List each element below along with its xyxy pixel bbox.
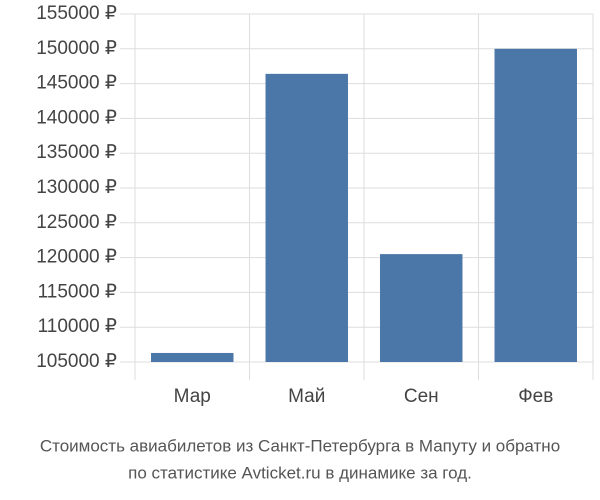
y-tick-label: 125000 ₽: [36, 212, 117, 233]
y-tick-label: 105000 ₽: [36, 351, 117, 372]
y-tick-label: 135000 ₽: [36, 142, 117, 163]
bar: [380, 254, 463, 362]
bar: [151, 352, 234, 362]
y-tick-label: 110000 ₽: [38, 316, 117, 337]
bar: [494, 48, 577, 363]
x-tick-label: Май: [288, 386, 325, 407]
y-tick-label: 155000 ₽: [36, 3, 117, 24]
y-tick-label: 120000 ₽: [36, 247, 117, 268]
x-tick-label: Сен: [404, 386, 439, 407]
x-tick-label: Фев: [518, 386, 553, 407]
x-tick-label: Мар: [174, 386, 211, 407]
y-tick-label: 140000 ₽: [36, 107, 117, 128]
bar: [265, 73, 348, 362]
y-tick-label: 150000 ₽: [36, 38, 117, 59]
y-tick-label: 145000 ₽: [36, 73, 117, 94]
y-tick-label: 130000 ₽: [36, 177, 117, 198]
y-tick-label: 115000 ₽: [38, 281, 117, 302]
chart-subtitle: по статистике Avticket.ru в динамике за …: [128, 463, 472, 482]
chart-title: Стоимость авиабилетов из Санкт-Петербург…: [40, 436, 560, 455]
